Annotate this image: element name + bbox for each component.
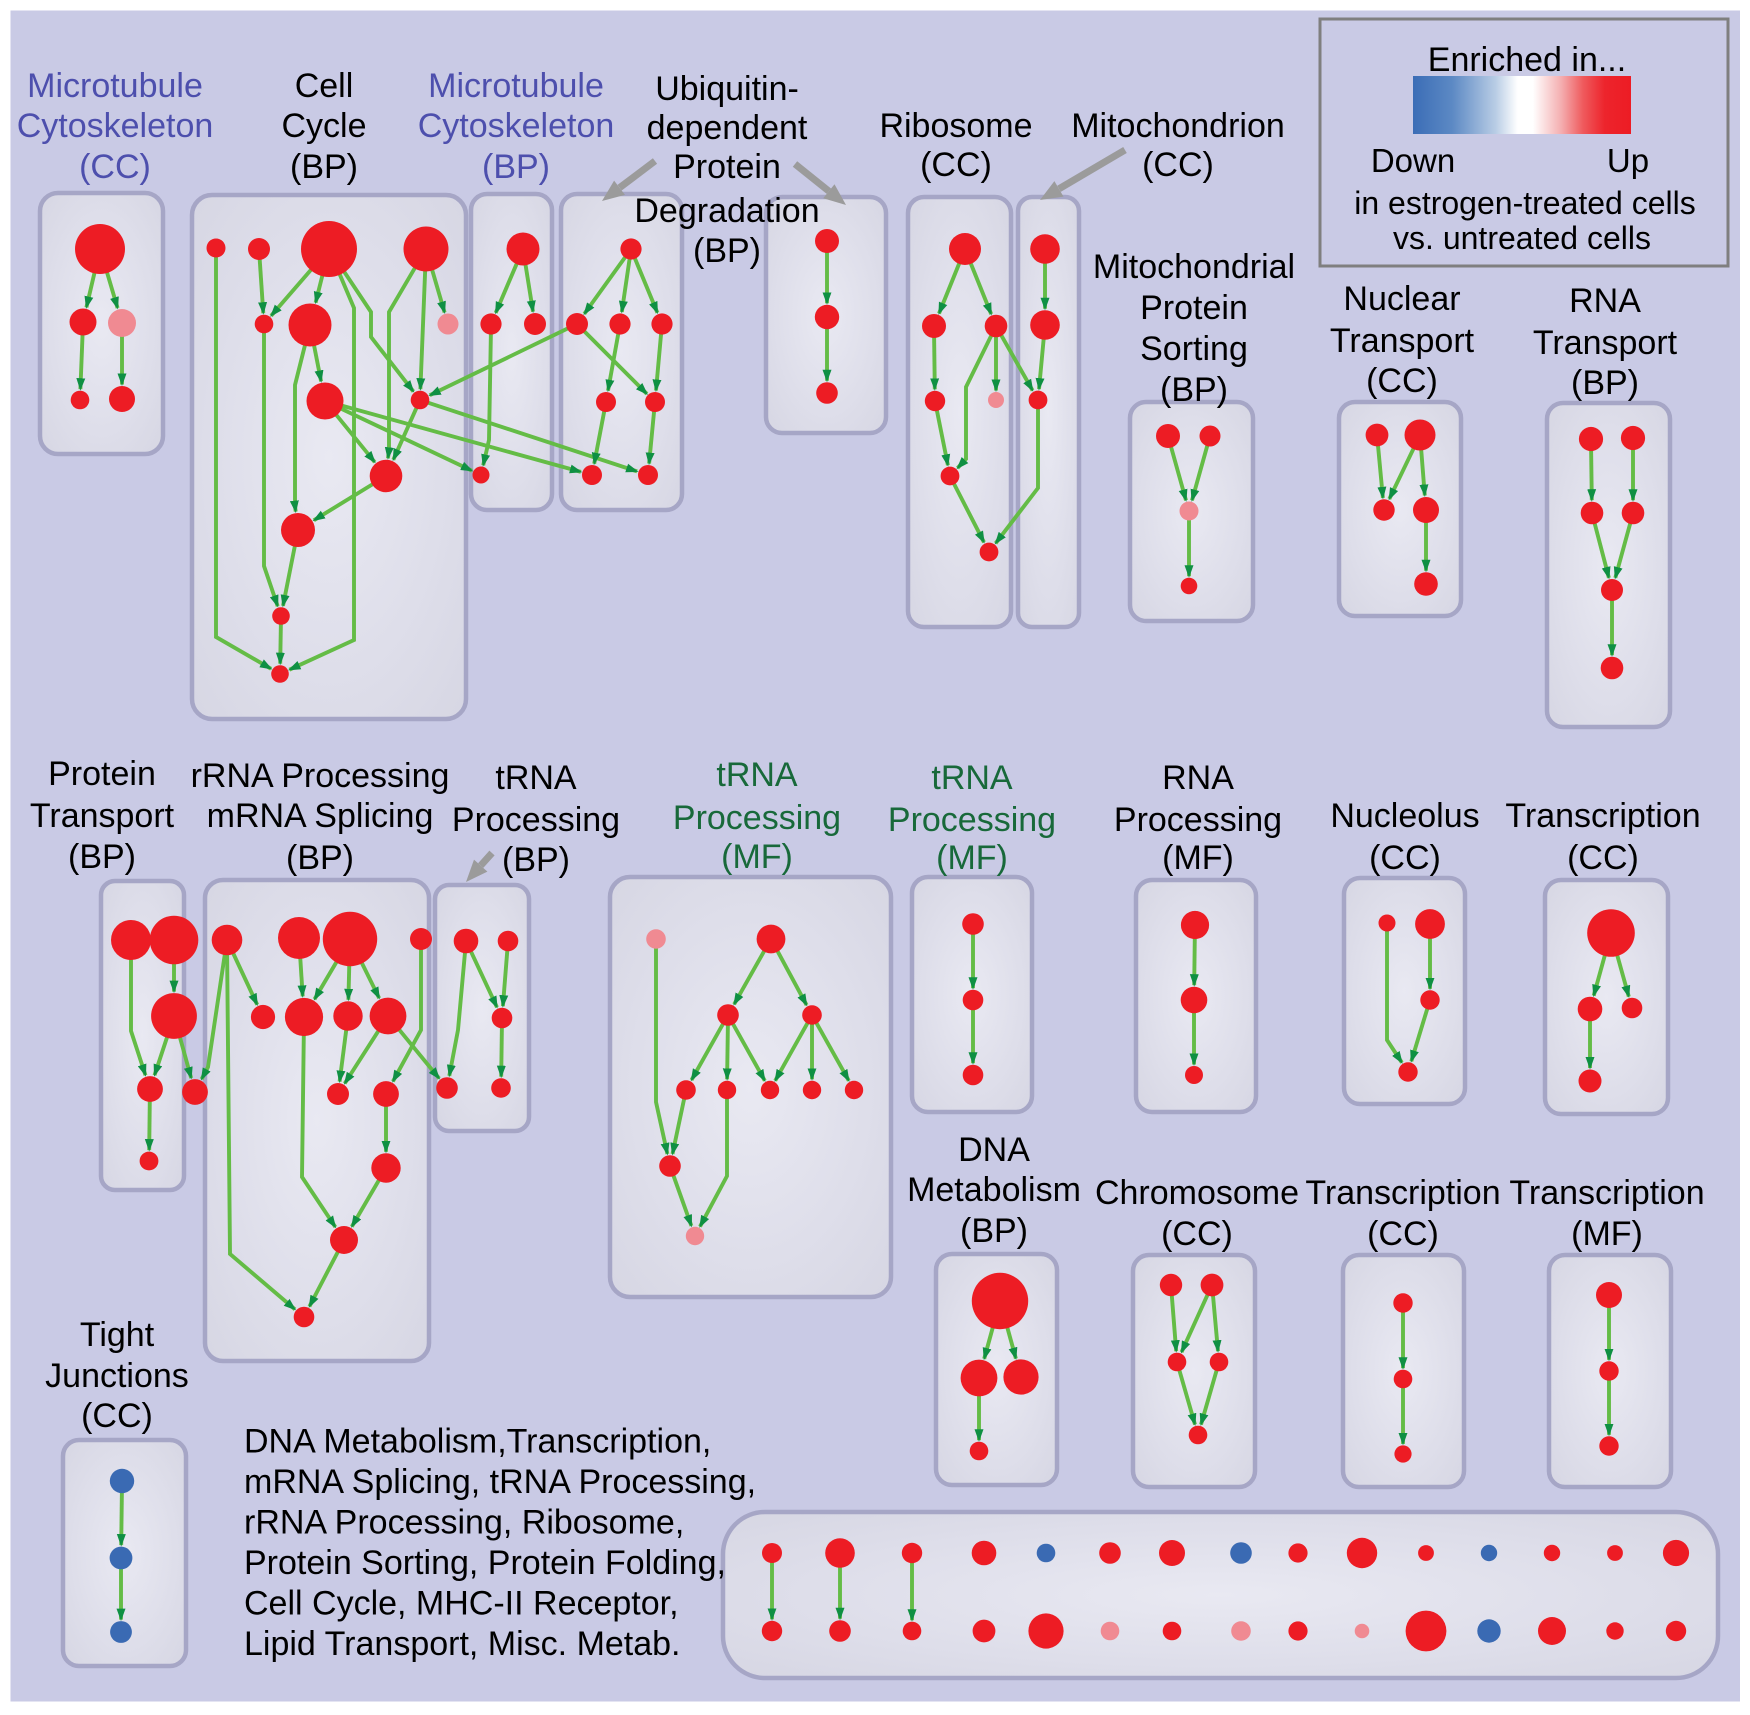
- svg-text:(BP): (BP): [68, 838, 136, 876]
- svg-text:Ubiquitin-: Ubiquitin-: [655, 70, 799, 108]
- svg-text:vs. untreated cells: vs. untreated cells: [1393, 220, 1651, 256]
- svg-text:mRNA Splicing: mRNA Splicing: [207, 797, 434, 835]
- svg-text:rRNA Processing, Ribosome,: rRNA Processing, Ribosome,: [244, 1503, 684, 1541]
- svg-text:(CC): (CC): [1161, 1215, 1233, 1253]
- svg-text:(MF): (MF): [1571, 1215, 1643, 1253]
- svg-text:Cytoskeleton: Cytoskeleton: [418, 107, 615, 145]
- svg-text:(CC): (CC): [1367, 1215, 1439, 1253]
- svg-text:DNA: DNA: [958, 1131, 1030, 1169]
- svg-text:dependent: dependent: [647, 109, 808, 147]
- svg-text:Enriched in...: Enriched in...: [1428, 41, 1626, 79]
- svg-text:Protein: Protein: [1140, 289, 1248, 327]
- svg-text:Transport: Transport: [30, 797, 175, 835]
- svg-text:RNA: RNA: [1569, 282, 1641, 320]
- svg-text:(CC): (CC): [920, 146, 992, 184]
- svg-text:(MF): (MF): [1162, 839, 1234, 877]
- svg-text:Processing: Processing: [1114, 801, 1282, 839]
- svg-text:(BP): (BP): [1160, 371, 1228, 409]
- svg-text:Protein: Protein: [673, 148, 781, 186]
- svg-text:Transport: Transport: [1533, 324, 1678, 362]
- svg-text:in estrogen-treated cells: in estrogen-treated cells: [1354, 185, 1696, 221]
- svg-text:(BP): (BP): [1571, 364, 1639, 402]
- svg-text:Nucleolus: Nucleolus: [1330, 797, 1479, 835]
- svg-text:Protein Sorting, Protein Foldi: Protein Sorting, Protein Folding,: [244, 1544, 726, 1582]
- svg-text:Tight: Tight: [80, 1316, 155, 1354]
- svg-text:Up: Up: [1607, 142, 1649, 179]
- svg-text:tRNA: tRNA: [931, 759, 1013, 797]
- svg-text:RNA: RNA: [1162, 759, 1234, 797]
- svg-text:tRNA: tRNA: [495, 759, 577, 797]
- svg-text:(CC): (CC): [1567, 839, 1639, 877]
- svg-text:mRNA Splicing, tRNA Processing: mRNA Splicing, tRNA Processing,: [244, 1463, 756, 1501]
- svg-text:Cell Cycle, MHC-II Receptor,: Cell Cycle, MHC-II Receptor,: [244, 1584, 679, 1622]
- svg-text:Cell: Cell: [295, 67, 354, 105]
- svg-text:rRNA Processing: rRNA Processing: [191, 757, 450, 795]
- svg-text:Protein: Protein: [48, 755, 156, 793]
- svg-text:tRNA: tRNA: [716, 756, 798, 794]
- svg-text:Processing: Processing: [673, 799, 841, 837]
- svg-text:Lipid Transport, Misc. Metab.: Lipid Transport, Misc. Metab.: [244, 1625, 681, 1663]
- svg-text:Chromosome: Chromosome: [1095, 1174, 1299, 1212]
- svg-text:(BP): (BP): [482, 148, 550, 186]
- svg-text:(BP): (BP): [286, 839, 354, 877]
- svg-text:(MF): (MF): [721, 838, 793, 876]
- svg-text:Ribosome: Ribosome: [879, 107, 1032, 145]
- svg-text:(BP): (BP): [290, 148, 358, 186]
- svg-text:(BP): (BP): [502, 841, 570, 879]
- svg-text:Processing: Processing: [888, 801, 1056, 839]
- svg-text:Sorting: Sorting: [1140, 330, 1248, 368]
- svg-text:Cytoskeleton: Cytoskeleton: [17, 107, 214, 145]
- svg-text:Down: Down: [1371, 142, 1455, 179]
- svg-text:Microtubule: Microtubule: [27, 67, 203, 105]
- svg-text:(BP): (BP): [960, 1212, 1028, 1250]
- svg-text:Nuclear: Nuclear: [1343, 280, 1460, 318]
- svg-text:(CC): (CC): [81, 1397, 153, 1435]
- svg-text:Junctions: Junctions: [45, 1357, 189, 1395]
- svg-text:DNA Metabolism,Transcription,: DNA Metabolism,Transcription,: [244, 1422, 711, 1460]
- svg-text:Degradation: Degradation: [634, 192, 819, 230]
- svg-text:Mitochondrial: Mitochondrial: [1093, 248, 1295, 286]
- svg-text:(CC): (CC): [1369, 839, 1441, 877]
- svg-text:(CC): (CC): [1142, 146, 1214, 184]
- svg-text:Metabolism: Metabolism: [907, 1171, 1081, 1209]
- svg-text:Microtubule: Microtubule: [428, 67, 604, 105]
- svg-text:Transport: Transport: [1330, 322, 1475, 360]
- svg-text:(CC): (CC): [1366, 362, 1438, 400]
- svg-text:Processing: Processing: [452, 801, 620, 839]
- svg-text:Transcription: Transcription: [1505, 797, 1700, 835]
- svg-text:Transcription: Transcription: [1509, 1174, 1704, 1212]
- svg-text:(BP): (BP): [693, 232, 761, 270]
- svg-text:Mitochondrion: Mitochondrion: [1071, 107, 1285, 145]
- svg-text:Transcription: Transcription: [1305, 1174, 1500, 1212]
- svg-text:Cycle: Cycle: [281, 107, 366, 145]
- svg-text:(CC): (CC): [79, 148, 151, 186]
- svg-text:(MF): (MF): [936, 839, 1008, 877]
